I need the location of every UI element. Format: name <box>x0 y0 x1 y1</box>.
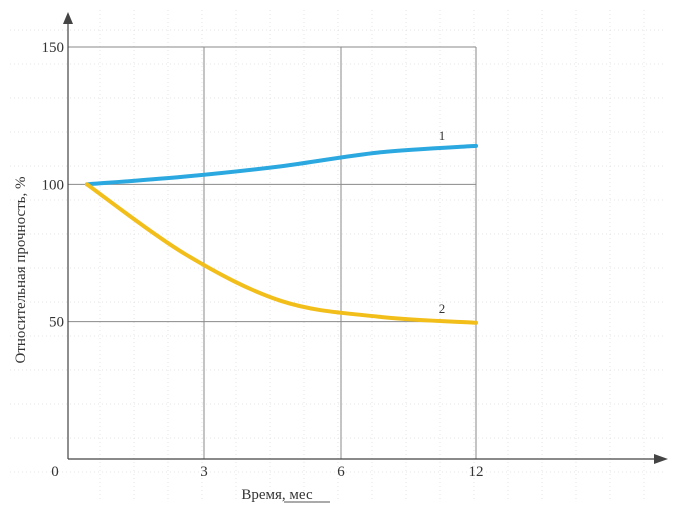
x-tick-label-12: 12 <box>469 464 484 480</box>
y-axis-title: Относительная прочность, % <box>13 177 29 364</box>
x-axis-title: Время, мес <box>241 487 313 503</box>
series-line-2 <box>85 182 478 325</box>
axes <box>63 12 668 464</box>
y-axis-arrow-icon <box>63 12 73 24</box>
series-label-2: 2 <box>439 301 446 316</box>
series-layer <box>85 143 478 325</box>
grid <box>10 10 665 500</box>
x-tick-label-6: 6 <box>337 464 345 480</box>
series-line-1 <box>85 143 478 187</box>
y-tick-label-150: 150 <box>42 40 65 56</box>
y-tick-label-100: 100 <box>42 177 65 193</box>
series-label-1: 1 <box>439 128 446 143</box>
x-tick-label-3: 3 <box>200 464 208 480</box>
x-tick-label-0: 0 <box>51 464 59 480</box>
x-axis-arrow-icon <box>654 454 668 464</box>
y-tick-label-50: 50 <box>49 315 64 331</box>
